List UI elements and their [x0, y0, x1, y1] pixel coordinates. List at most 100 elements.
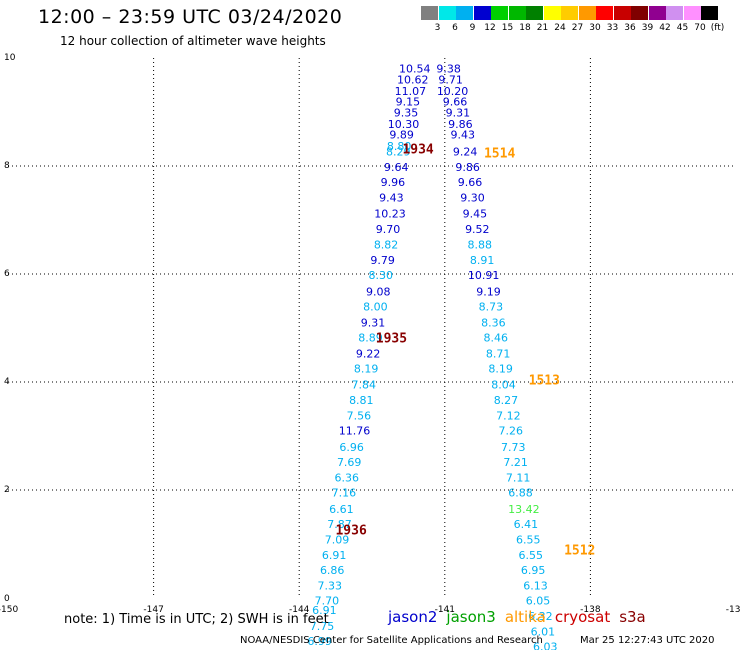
color-scale-label: 39 — [641, 23, 654, 33]
wave-height-value: 7.33 — [318, 580, 343, 593]
wave-height-value: 6.55 — [516, 534, 541, 547]
wave-height-value: 8.82 — [374, 238, 399, 251]
color-scale-label: 70 — [694, 23, 706, 33]
color-scale-label: 33 — [606, 23, 619, 33]
color-scale-swatch — [561, 6, 578, 20]
wave-height-value: 9.15 — [396, 96, 421, 109]
color-scale-swatch — [701, 6, 718, 20]
wave-height-value: 6.03 — [533, 641, 558, 650]
color-scale-label: 30 — [589, 23, 601, 33]
wave-height-value: 10.23 — [374, 208, 406, 221]
wave-height-value: 10.62 — [397, 74, 429, 87]
color-scale-swatch — [421, 6, 438, 20]
wave-height-value: 8.00 — [363, 300, 388, 313]
wave-height-value: 8.88 — [467, 238, 492, 251]
color-scale-label: 21 — [536, 23, 549, 33]
satellite-legend: jason2 jason3 altika cryosat s3a — [388, 608, 655, 626]
pass-time-label: 1935 — [376, 332, 407, 347]
satellite-legend-item: jason3 — [446, 608, 496, 626]
wave-height-value: 7.87 — [327, 518, 352, 531]
wave-height-value: 6.91 — [322, 549, 347, 562]
satellite-legend-item: jason2 — [388, 608, 438, 626]
color-scale-swatch — [596, 6, 613, 20]
wave-height-value: 8.04 — [491, 379, 516, 392]
wave-height-value: 9.22 — [356, 347, 381, 360]
color-scale-label: 9 — [469, 23, 476, 33]
y-tick-label: 0 — [4, 594, 10, 604]
color-scale-label: 45 — [676, 23, 689, 33]
y-tick-label: 4 — [4, 377, 10, 387]
wave-height-value: 9.96 — [381, 176, 406, 189]
pass-time-label: 1934 — [402, 143, 433, 158]
color-scale-label: 27 — [571, 23, 584, 33]
chart-subtitle: 12 hour collection of altimeter wave hei… — [60, 34, 326, 48]
color-scale-label: 3 — [434, 23, 441, 33]
wave-height-value: 8.27 — [494, 394, 519, 407]
color-scale-swatch — [648, 6, 666, 20]
wave-height-value: 6.13 — [523, 580, 548, 593]
wave-height-value: 6.95 — [521, 564, 546, 577]
satellite-legend-item: cryosat — [554, 608, 611, 626]
wave-height-value: 6.41 — [514, 518, 539, 531]
wave-height-value: 10.91 — [468, 269, 500, 282]
wave-height-value: 9.86 — [448, 118, 473, 131]
color-scale-label: 24 — [554, 23, 566, 33]
wave-height-value: 9.66 — [443, 96, 468, 109]
chart-title: 12:00 – 23:59 UTC 03/24/2020 — [38, 6, 343, 28]
wave-height-value: 7.73 — [501, 441, 526, 454]
wave-height-value: 8.73 — [479, 300, 504, 313]
wave-height-value: 7.21 — [503, 456, 528, 469]
color-scale-label: 18 — [519, 23, 531, 33]
wave-height-value: 7.11 — [506, 472, 531, 485]
wave-height-value: 7.69 — [337, 456, 362, 469]
x-tick-label: -135 — [726, 605, 740, 615]
color-scale-swatch — [456, 6, 473, 20]
wave-height-value: 9.31 — [361, 317, 386, 330]
wave-height-value: 9.66 — [458, 176, 483, 189]
wave-height-value: 7.16 — [332, 487, 357, 500]
color-scale-swatch — [543, 6, 561, 20]
wave-height-value: 9.24 — [453, 145, 478, 158]
color-scale-label: 15 — [501, 23, 514, 33]
wave-height-value: 10.20 — [437, 85, 469, 98]
wave-height-value: 6.91 — [312, 604, 337, 617]
credit-line: NOAA/NESDIS Center for Satellite Applica… — [240, 635, 543, 646]
y-tick-label: 8 — [4, 161, 10, 171]
wave-height-value: 8.80 — [387, 140, 412, 153]
pass-time-label: 1936 — [335, 523, 366, 538]
color-scale-swatch — [683, 6, 701, 20]
pass-time-label: 1514 — [484, 147, 515, 162]
wave-height-value: 7.84 — [351, 379, 376, 392]
wave-height-value: 8.81 — [349, 394, 374, 407]
x-tick-label: -150 — [0, 605, 18, 615]
y-tick-label: 10 — [4, 53, 16, 63]
wave-height-value: 9.38 — [436, 62, 461, 75]
wave-height-value: 9.43 — [451, 129, 476, 142]
generated-timestamp: Mar 25 12:27:43 UTC 2020 — [580, 635, 715, 646]
wave-height-value: 6.36 — [335, 472, 360, 485]
wave-height-value: 6.61 — [329, 503, 354, 516]
color-scale-swatch — [666, 6, 683, 20]
satellite-legend-item: altika — [504, 608, 546, 626]
color-scale-swatch — [613, 6, 631, 20]
wave-height-value: 9.19 — [476, 285, 501, 298]
wave-height-value: 8.91 — [470, 254, 495, 267]
wave-height-value: 9.70 — [376, 223, 401, 236]
wave-height-value: 9.64 — [384, 161, 409, 174]
wave-height-value: 8.29 — [386, 145, 411, 158]
wave-height-value: 13.42 — [508, 503, 540, 516]
pass-time-label: 1513 — [529, 373, 560, 388]
color-scale-swatch — [491, 6, 508, 20]
wave-height-value: 6.86 — [320, 564, 345, 577]
wave-height-value: 9.86 — [455, 161, 480, 174]
color-scale-label: 42 — [659, 23, 671, 33]
color-scale-swatch — [438, 6, 456, 20]
wave-height-value: 8.46 — [484, 332, 509, 345]
wave-height-value: 9.89 — [389, 129, 414, 142]
wave-height-value: 7.70 — [315, 595, 340, 608]
wave-height-value: 8.36 — [481, 317, 506, 330]
color-scale-swatch — [578, 6, 596, 20]
color-scale-swatch — [508, 6, 526, 20]
wave-height-value: 7.56 — [347, 409, 372, 422]
color-scale-label: 12 — [484, 23, 496, 33]
